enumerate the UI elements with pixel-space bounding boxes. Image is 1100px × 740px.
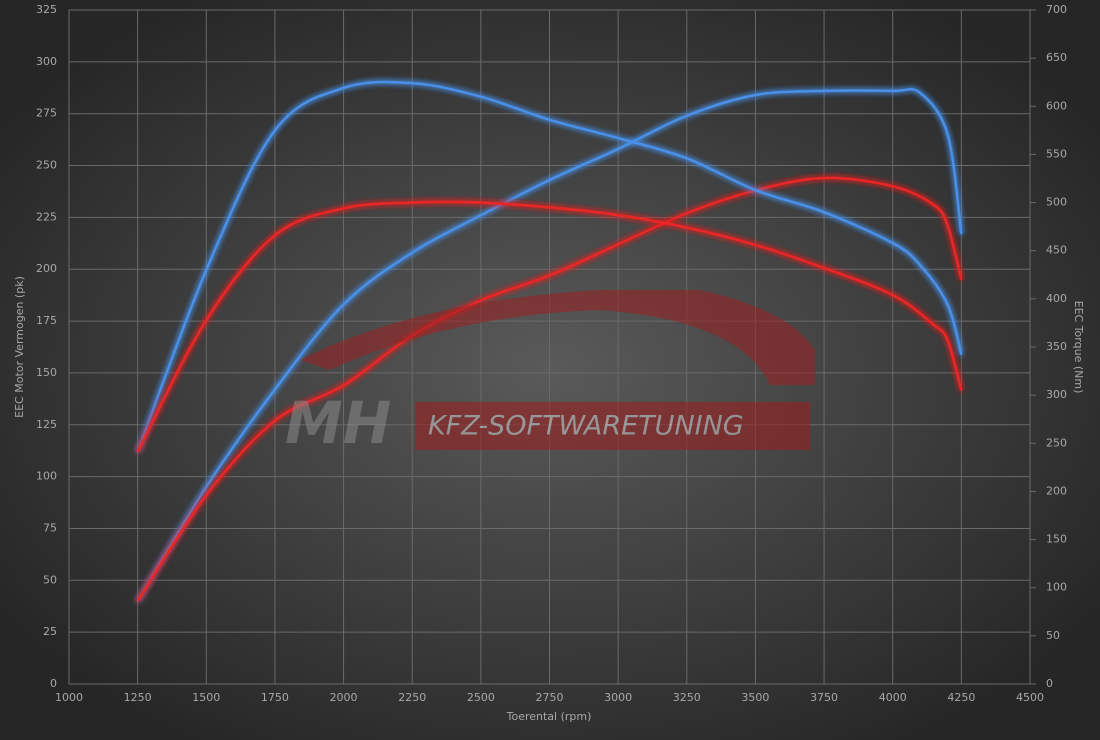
logo-banner — [415, 402, 810, 450]
x-tick-label: 3250 — [673, 691, 701, 704]
x-tick-label: 4500 — [1016, 691, 1044, 704]
y-tick-label: 100 — [36, 470, 57, 483]
y2-tick-label: 0 — [1046, 677, 1053, 690]
y-tick-label: 125 — [36, 418, 57, 431]
x-tick-label: 4250 — [947, 691, 975, 704]
y-tick-label: 25 — [43, 625, 57, 638]
y-tick-label: 300 — [36, 55, 57, 68]
y2-tick-label: 150 — [1046, 533, 1067, 546]
y-tick-label: 325 — [36, 3, 57, 16]
y-tick-label: 0 — [50, 677, 57, 690]
y2-tick-label: 650 — [1046, 51, 1067, 64]
x-tick-label: 4000 — [879, 691, 907, 704]
y-tick-label: 250 — [36, 159, 57, 172]
y-tick-label: 150 — [36, 366, 57, 379]
x-tick-label: 2750 — [536, 691, 564, 704]
y2-tick-label: 250 — [1046, 436, 1067, 449]
x-tick-label: 1000 — [55, 691, 83, 704]
y2-tick-label: 450 — [1046, 244, 1067, 257]
logo-text: KFZ-SOFTWARETUNING — [428, 411, 744, 442]
y-axis-title: EEC Motor Vermogen (pk) — [13, 276, 26, 418]
x-tick-label: 1500 — [192, 691, 220, 704]
data-line — [136, 200, 963, 453]
data-line — [136, 176, 963, 602]
y2-tick-label: 200 — [1046, 484, 1067, 497]
y2-tick-label: 600 — [1046, 99, 1067, 112]
y-tick-label: 175 — [36, 314, 57, 327]
x-tick-label: 2250 — [398, 691, 426, 704]
x-tick-label: 1750 — [261, 691, 289, 704]
data-line — [136, 87, 963, 602]
y2-tick-label: 50 — [1046, 629, 1060, 642]
y2-tick-label: 550 — [1046, 147, 1067, 160]
y-tick-label: 225 — [36, 210, 57, 223]
x-tick-label: 3000 — [604, 691, 632, 704]
y2-tick-label: 700 — [1046, 3, 1067, 16]
y-tick-label: 75 — [43, 521, 57, 534]
logo-shape — [300, 290, 815, 385]
y-tick-label: 275 — [36, 107, 57, 120]
y2-tick-label: 300 — [1046, 388, 1067, 401]
x-tick-label: 1250 — [124, 691, 152, 704]
logo-mh: MH — [285, 389, 391, 457]
y2-tick-label: 500 — [1046, 196, 1067, 209]
x-tick-label: 2500 — [467, 691, 495, 704]
y-tick-label: 50 — [43, 573, 57, 586]
x-tick-label: 3750 — [810, 691, 838, 704]
x-tick-label: 3500 — [741, 691, 769, 704]
y2-tick-label: 400 — [1046, 292, 1067, 305]
y2-axis-title: EEC Torque (Nm) — [1072, 301, 1085, 394]
y-tick-label: 200 — [36, 262, 57, 275]
x-tick-label: 2000 — [330, 691, 358, 704]
y2-tick-label: 100 — [1046, 581, 1067, 594]
data-line — [136, 80, 963, 453]
watermark: MH KFZ-SOFTWARETUNING — [285, 290, 815, 457]
y2-tick-label: 350 — [1046, 340, 1067, 353]
x-axis-title: Toerental (rpm) — [506, 710, 592, 723]
